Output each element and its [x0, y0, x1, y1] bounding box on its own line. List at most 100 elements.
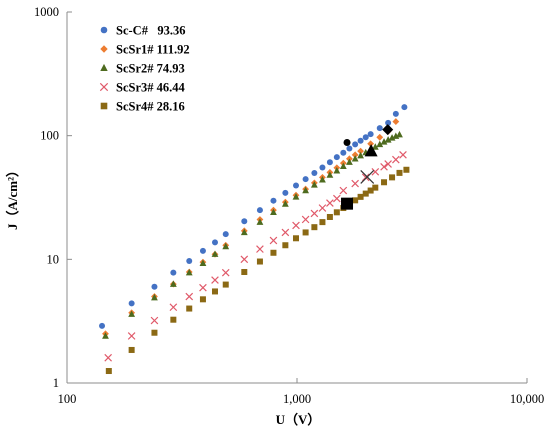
- data-point: [269, 236, 278, 245]
- series-3: [102, 130, 403, 339]
- data-point: [199, 296, 206, 303]
- data-point: [372, 184, 379, 191]
- data-point: [362, 134, 369, 141]
- data-point: [352, 141, 359, 148]
- data-point: [240, 255, 249, 264]
- data-point: [371, 143, 379, 150]
- highlighted-point: [343, 139, 351, 147]
- data-point: [318, 204, 327, 212]
- x-axis-title: U（V）: [276, 412, 321, 427]
- data-point: [333, 167, 341, 174]
- legend-marker: [100, 63, 108, 71]
- data-point: [211, 250, 219, 257]
- data-point: [401, 104, 408, 111]
- y-axis-title: J（A/cm²）: [5, 164, 20, 230]
- data-point: [292, 193, 300, 200]
- data-point: [127, 332, 136, 340]
- data-point: [380, 162, 388, 171]
- legend-label: ScSr4# 28.16: [116, 100, 185, 114]
- data-point: [333, 194, 341, 203]
- data-point: [270, 208, 277, 216]
- data-point: [302, 229, 309, 236]
- data-point: [376, 125, 383, 132]
- data-point: [351, 151, 359, 159]
- x-tick-label: 100: [58, 392, 77, 406]
- data-point: [319, 219, 326, 226]
- data-point: [357, 193, 364, 200]
- data-point: [221, 268, 230, 277]
- data-point: [351, 155, 359, 162]
- legend-label: ScSr1# 111.92: [116, 43, 190, 57]
- data-point: [403, 166, 410, 173]
- data-point: [270, 249, 277, 256]
- y-tick-label: 1000: [34, 5, 59, 19]
- data-point: [384, 136, 392, 143]
- ticks: [66, 11, 528, 384]
- series-1: [99, 104, 408, 329]
- data-point: [376, 133, 384, 141]
- legend-marker: [100, 26, 108, 34]
- legend-item: Sc-C# 93.36: [100, 24, 185, 38]
- data-point: [99, 322, 106, 329]
- data-point: [339, 162, 347, 170]
- legend-label: ScSr3# 46.44: [116, 81, 186, 95]
- data-point: [310, 209, 319, 218]
- data-point: [357, 147, 364, 155]
- legend-label: Sc-C# 93.36: [116, 24, 185, 38]
- y-tick-label: 1: [53, 376, 59, 390]
- data-point: [389, 174, 396, 181]
- data-point: [199, 247, 206, 254]
- data-point: [310, 181, 318, 188]
- y-tick-label: 100: [40, 129, 59, 143]
- legend-item: ScSr4# 28.16: [100, 100, 185, 114]
- legend-marker: [100, 102, 108, 110]
- x-tick-label: 10,000: [510, 392, 544, 406]
- data-point: [392, 155, 400, 164]
- data-point: [256, 258, 263, 265]
- y-tick-label: 10: [47, 252, 60, 266]
- data-point: [381, 179, 388, 186]
- data-point: [292, 235, 299, 242]
- data-point: [326, 199, 334, 207]
- data-point: [326, 159, 333, 166]
- data-point: [151, 329, 158, 336]
- highlighted-point: [382, 124, 394, 136]
- data-point: [169, 303, 178, 312]
- data-point: [222, 231, 229, 238]
- data-point: [150, 316, 159, 325]
- x-tick-label: 1,000: [283, 392, 311, 406]
- data-point: [102, 332, 109, 339]
- data-point: [319, 176, 326, 183]
- data-point: [241, 218, 248, 225]
- data-point: [396, 169, 403, 176]
- data-point: [362, 190, 369, 197]
- tick-labels: 100 1,000 10,000 1 10 100 1000: [34, 5, 544, 406]
- data-point: [211, 276, 219, 284]
- data-point: [357, 151, 364, 159]
- data-point: [301, 215, 310, 224]
- data-point: [199, 283, 207, 292]
- data-point: [302, 176, 309, 183]
- data-point: [367, 140, 375, 148]
- data-point: [384, 160, 392, 168]
- legend-marker: [100, 45, 108, 53]
- data-point: [128, 310, 136, 317]
- data-point: [256, 245, 264, 253]
- data-point: [186, 257, 193, 264]
- data-point: [352, 197, 359, 204]
- data-point: [170, 269, 177, 276]
- series-5: [105, 166, 410, 375]
- legend-label: ScSr2# 74.93: [116, 62, 185, 76]
- data-point: [357, 137, 364, 144]
- data-point: [169, 280, 177, 287]
- data-point: [256, 207, 263, 214]
- data-point: [282, 189, 289, 196]
- data-point: [256, 218, 264, 225]
- highlighted-point: [360, 169, 375, 184]
- data-point: [361, 173, 370, 182]
- data-point: [186, 305, 193, 312]
- data-point: [302, 186, 310, 194]
- data-point: [199, 259, 207, 266]
- legend-item: ScSr3# 46.44: [99, 81, 186, 95]
- data-point: [367, 131, 374, 138]
